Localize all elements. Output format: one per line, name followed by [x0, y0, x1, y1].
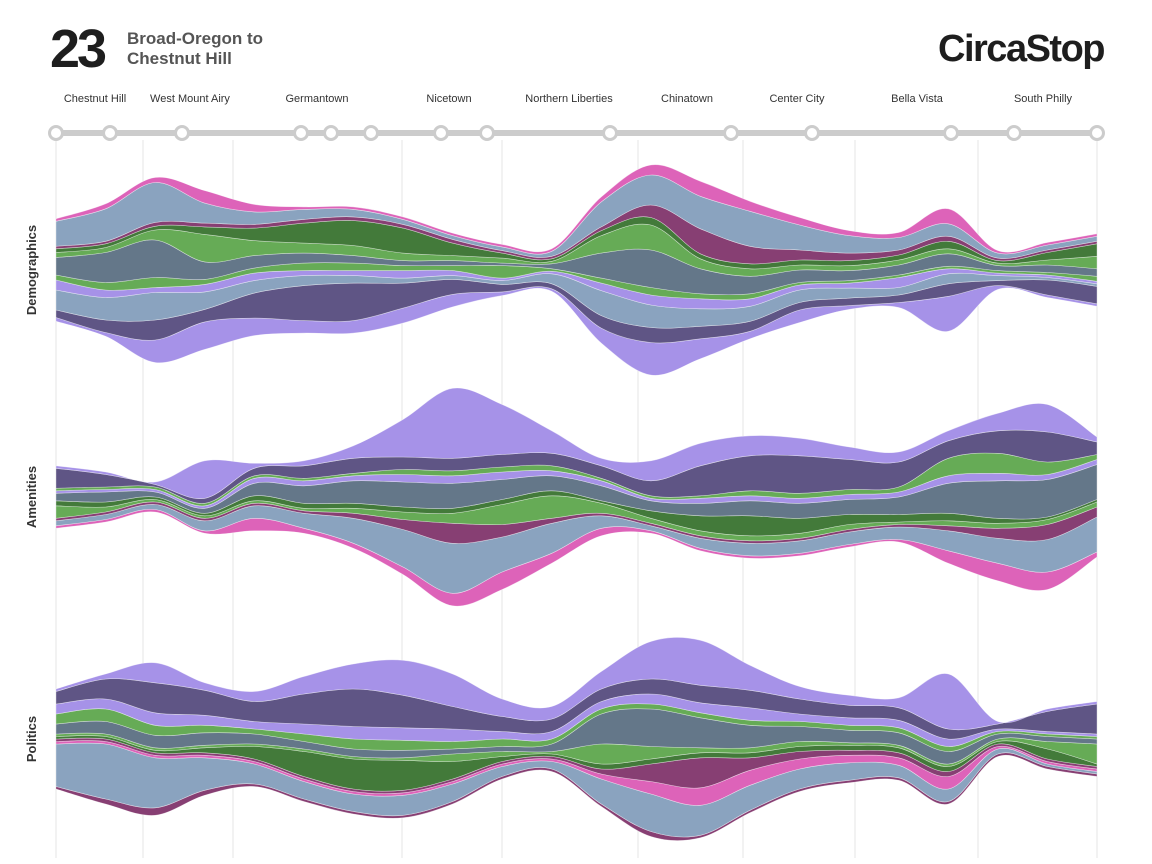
- route-name-line1: Broad-Oregon to: [127, 29, 263, 48]
- neighborhood-label: Bella Vista: [891, 93, 944, 105]
- stop-marker[interactable]: [602, 125, 618, 141]
- stop-marker[interactable]: [102, 125, 118, 141]
- stop-marker[interactable]: [48, 125, 64, 141]
- stream-panel-amenities: [55, 387, 1098, 607]
- stop-marker[interactable]: [363, 125, 379, 141]
- neighborhood-label: South Philly: [1014, 93, 1073, 105]
- brand-logo: CircaStop: [938, 28, 1105, 70]
- stop-marker[interactable]: [293, 125, 309, 141]
- neighborhood-label: Nicetown: [426, 93, 471, 105]
- panel-label: Politics: [24, 716, 39, 762]
- stop-marker[interactable]: [323, 125, 339, 141]
- neighborhood-label: Center City: [769, 93, 825, 105]
- stop-marker[interactable]: [1006, 125, 1022, 141]
- stop-marker[interactable]: [174, 125, 190, 141]
- stream-layer: [55, 387, 1098, 499]
- stop-marker[interactable]: [1089, 125, 1105, 141]
- route-name-line2: Chestnut Hill: [127, 49, 232, 68]
- panel-label: Amenities: [24, 466, 39, 528]
- stream-layer: [55, 637, 1098, 731]
- stop-marker[interactable]: [479, 125, 495, 141]
- stop-marker[interactable]: [804, 125, 820, 141]
- neighborhood-label: Germantown: [286, 93, 349, 105]
- panel-label: Demographics: [24, 225, 39, 315]
- route-number: 23: [50, 19, 107, 79]
- neighborhood-label: Northern Liberties: [525, 93, 613, 105]
- neighborhood-label: Chestnut Hill: [64, 93, 126, 105]
- neighborhood-label: Chinatown: [661, 93, 713, 105]
- stop-marker[interactable]: [433, 125, 449, 141]
- stream-layer: [55, 164, 1098, 255]
- stream-panel-demographics: [55, 164, 1098, 376]
- neighborhood-label: West Mount Airy: [150, 93, 230, 105]
- stop-marker[interactable]: [943, 125, 959, 141]
- stop-marker[interactable]: [723, 125, 739, 141]
- route-name: Broad-Oregon to Chestnut Hill: [127, 29, 263, 69]
- stream-panel-politics: [55, 637, 1098, 841]
